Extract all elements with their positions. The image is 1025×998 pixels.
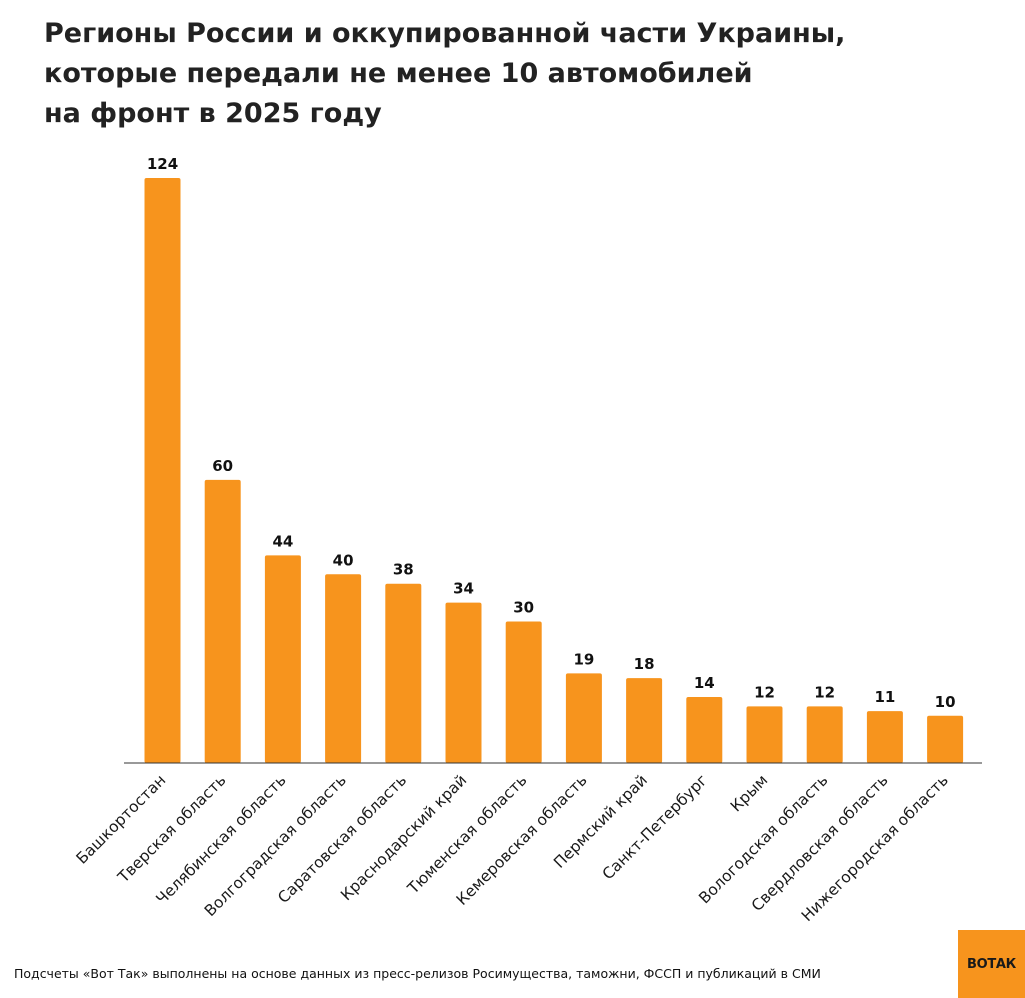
value-label-7: 30 [513,599,534,617]
bar-10 [686,697,723,763]
chart-title-line-3: на фронт в 2025 году [44,98,382,129]
category-label-2: Тверская область [114,771,230,887]
category-label-10: Санкт-Петербург [599,771,711,883]
value-label-14: 10 [935,693,956,711]
chart-title: Регионы России и оккупированной части Ук… [44,14,944,134]
bar-8 [565,673,602,763]
bar-13 [866,711,903,763]
source-footnote: Подсчеты «Вот Так» выполнены на основе д… [14,966,821,981]
bar-9 [626,678,663,763]
value-label-3: 44 [272,532,293,550]
logo-text: ВОТАК [966,956,1016,972]
bar-4 [325,574,362,763]
value-label-11: 12 [754,683,775,701]
value-label-9: 18 [634,655,655,673]
chart-title-line-1: Регионы России и оккупированной части Ук… [44,18,846,49]
value-label-12: 12 [814,683,835,701]
bars-group [144,178,964,763]
bar-1 [144,178,181,763]
value-label-2: 60 [212,457,233,475]
bar-3 [264,555,301,763]
value-labels-group: 124 60 44 40 38 34 30 19 18 14 12 12 11 10 [147,155,956,711]
value-label-4: 40 [333,551,354,569]
value-label-6: 34 [453,580,474,598]
value-label-10: 14 [694,674,715,692]
value-label-8: 19 [573,650,594,668]
bar-6 [445,602,482,763]
bar-5 [385,583,422,763]
chart-title-line-2: которые передали не менее 10 автомобилей [44,58,753,89]
bar-12 [806,706,843,763]
votak-logo: ВОТАК [958,930,1025,998]
category-label-11: Крым [727,771,771,815]
category-label-7: Тюменская область [403,771,530,898]
bar-14 [927,715,964,763]
value-label-5: 38 [393,561,414,579]
value-label-13: 11 [874,688,895,706]
bar-11 [746,706,783,763]
bar-2 [204,479,241,763]
value-label-1: 124 [147,155,178,173]
bar-7 [505,621,542,763]
